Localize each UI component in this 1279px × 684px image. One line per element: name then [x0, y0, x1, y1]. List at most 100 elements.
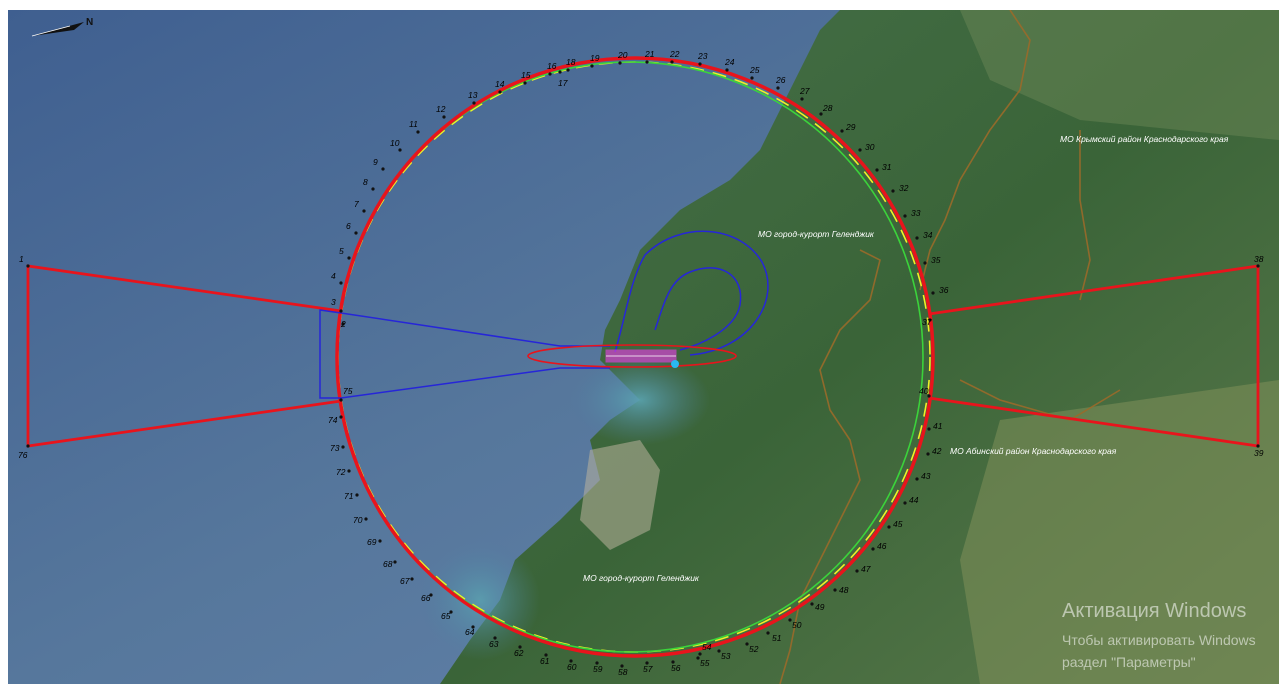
boundary-point-marker: [927, 394, 931, 398]
boundary-point-label: 42: [932, 446, 942, 456]
boundary-point-label: 46: [877, 541, 887, 551]
boundary-point-label: 20: [617, 50, 628, 60]
boundary-point-label: 52: [749, 644, 759, 654]
boundary-point-marker: [354, 231, 358, 235]
boundary-point-marker: [819, 112, 823, 116]
boundary-point-marker: [810, 602, 814, 606]
boundary-point-marker: [493, 636, 497, 640]
boundary-point-label: 53: [721, 651, 731, 661]
boundary-point-label: 48: [839, 585, 849, 595]
boundary-point-label: 4: [331, 271, 336, 281]
boundary-point-label: 61: [540, 656, 550, 666]
boundary-point-label: 57: [643, 664, 653, 674]
boundary-point-marker: [523, 81, 527, 85]
boundary-point-marker: [362, 209, 366, 213]
boundary-point-label: 33: [911, 208, 921, 218]
boundary-point-label: 50: [792, 620, 802, 630]
boundary-point-marker: [378, 539, 382, 543]
boundary-point-marker: [339, 415, 343, 419]
boundary-point-marker: [915, 236, 919, 240]
boundary-point-marker: [645, 661, 649, 665]
boundary-point-label: 6: [346, 221, 351, 231]
boundary-point-marker: [1256, 264, 1260, 268]
admin-border-line: [959, 379, 1121, 421]
boundary-point-marker: [518, 645, 522, 649]
boundary-point-label: 8: [363, 177, 368, 187]
boundary-point-marker: [698, 652, 702, 656]
boundary-point-label: 18: [566, 57, 576, 67]
boundary-point-label: 62: [514, 648, 524, 658]
boundary-point-label: 32: [899, 183, 909, 193]
boundary-point-marker: [766, 631, 770, 635]
boundary-point-label: 19: [590, 53, 600, 63]
boundary-point-label: 75: [343, 386, 353, 396]
boundary-point-label: 64: [465, 627, 475, 637]
boundary-point-marker: [590, 64, 594, 68]
boundary-point-marker: [341, 322, 345, 326]
boundary-point-marker: [645, 60, 649, 64]
approach-line-upper: [319, 309, 342, 399]
boundary-point-label: 21: [644, 49, 655, 59]
boundary-point-label: 1: [19, 254, 24, 264]
boundary-point-marker: [931, 291, 935, 295]
boundary-point-label: 45: [893, 519, 903, 529]
boundary-point-marker: [1256, 444, 1260, 448]
boundary-point-label: 10: [390, 138, 400, 148]
boundary-point-label: 17: [558, 78, 568, 88]
boundary-point-label: 2: [340, 319, 346, 329]
boundary-point-label: 49: [815, 602, 825, 612]
boundary-point-marker: [339, 398, 343, 402]
runway-protection-zone: [527, 344, 737, 368]
boundary-point-marker: [670, 60, 674, 64]
boundary-point-marker: [725, 68, 729, 72]
boundary-point-label: 7: [354, 199, 359, 209]
boundary-point-marker: [339, 281, 343, 285]
boundary-point-label: 65: [441, 611, 451, 621]
approach-surface-west: [26, 264, 342, 448]
boundary-point-marker: [371, 187, 375, 191]
boundary-point-marker: [875, 168, 879, 172]
boundary-point-label: 5: [339, 246, 344, 256]
boundary-point-marker: [927, 427, 931, 431]
boundary-point-marker: [858, 148, 862, 152]
boundary-point-marker: [923, 261, 927, 265]
boundary-point-marker: [887, 525, 891, 529]
admin-border-line: [1079, 130, 1091, 301]
urban-area: [580, 440, 660, 550]
boundary-point-marker: [381, 167, 385, 171]
boundary-point-label: 30: [865, 142, 875, 152]
boundary-point-marker: [410, 577, 414, 581]
boundary-point-label: 31: [882, 162, 892, 172]
boundary-point-marker: [416, 130, 420, 134]
boundary-point-marker: [26, 444, 30, 448]
boundary-point-marker: [449, 610, 453, 614]
boundary-point-marker: [498, 90, 502, 94]
windows-activation-line: раздел "Параметры": [1062, 654, 1196, 670]
boundary-point-label: 54: [702, 642, 712, 652]
boundary-point-marker: [398, 148, 402, 152]
boundary-point-marker: [355, 493, 359, 497]
boundary-point-label: 35: [931, 255, 941, 265]
boundary-point-marker: [788, 618, 792, 622]
boundary-point-label: 67: [400, 576, 410, 586]
boundary-point-marker: [472, 101, 476, 105]
boundary-point-marker: [840, 129, 844, 133]
outer-boundary-circle: [335, 56, 935, 658]
north-arrow-icon: N: [31, 17, 93, 37]
boundary-point-marker: [698, 62, 702, 66]
boundary-point-label: 72: [336, 467, 346, 477]
boundary-point-label: 28: [822, 103, 833, 113]
boundary-point-label: 47: [861, 564, 871, 574]
boundary-point-label: 29: [845, 122, 856, 132]
boundary-point-label: 39: [1254, 448, 1264, 458]
boundary-point-label: 56: [671, 663, 681, 673]
boundary-point-marker: [871, 547, 875, 551]
boundary-point-label: 63: [489, 639, 499, 649]
boundary-point-marker: [442, 115, 446, 119]
boundary-point-label: 66: [421, 593, 431, 603]
map-view[interactable]: N 1 2 3 4 5 6 7 8 9 10 11 12 13 14 15 16 17 18 19 20 21 22 23 2…: [8, 10, 1279, 684]
boundary-point-label: 15: [521, 70, 531, 80]
boundary-point-marker: [618, 61, 622, 65]
boundary-point-label: 68: [383, 559, 393, 569]
